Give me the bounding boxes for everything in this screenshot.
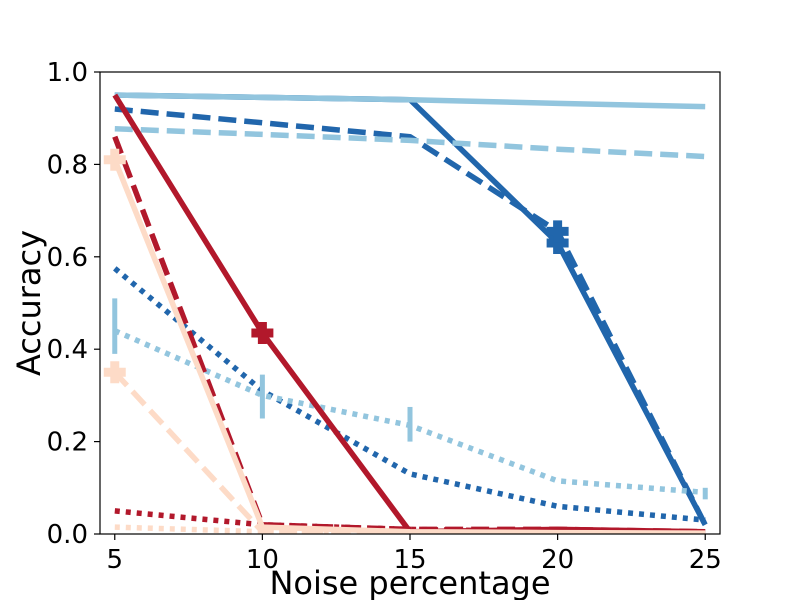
plus-marker-0 [546,231,569,254]
x-axis: 5 10 15 20 25 [106,534,722,575]
x-tick-label: 15 [393,545,426,575]
series-line-1 [114,106,708,527]
marker-layer [103,148,569,384]
x-axis-title: Noise percentage [269,564,550,600]
x-tick-label: 10 [246,545,279,575]
y-tick-label: 0.2 [47,428,88,458]
series-line-10 [112,370,706,534]
plus-marker-2 [251,322,274,345]
series-line-4 [114,126,706,160]
y-tick-label: 0.0 [47,520,88,550]
plus-marker-1 [546,220,569,243]
x-tick-label: 5 [106,545,123,575]
y-tick-label: 0.8 [47,150,88,180]
plus-marker-3 [103,148,126,171]
series-line-7 [112,135,706,534]
series-layer [112,92,708,534]
x-tick-label: 20 [541,545,574,575]
y-tick-label: 0.6 [47,243,88,273]
y-axis-title: Accuracy [10,230,48,376]
series-line-6 [112,93,706,534]
x-tick-label: 25 [689,545,722,575]
error-bar-layer [112,298,708,500]
y-axis: 0.0 0.2 0.4 0.6 0.8 1.0 [47,58,100,550]
series-line-2 [113,266,706,523]
y-tick-label: 1.0 [47,58,88,88]
series-line-3 [114,92,706,110]
plus-marker-4 [103,361,126,384]
series-line-0 [114,92,708,527]
y-tick-label: 0.4 [47,335,88,365]
